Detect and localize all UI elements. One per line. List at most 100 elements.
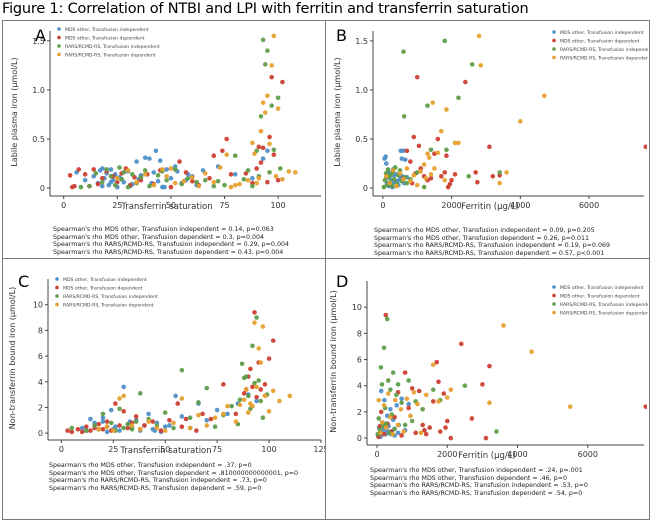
data-point-rars-ti: [162, 410, 168, 415]
data-point-mds-ti: [395, 430, 401, 436]
data-point-rars-td: [138, 426, 143, 432]
data-point-rars-td: [104, 424, 110, 430]
data-point-rars-ti: [93, 171, 99, 176]
data-point-mds-ti: [100, 183, 105, 189]
data-point-rars-td: [171, 420, 176, 426]
data-point-mds-ti: [399, 396, 404, 402]
stat-line: Spearman's rho RARS/RCMD-RS, Transfusion…: [53, 241, 289, 249]
data-point-mds-ti: [79, 425, 85, 431]
data-point-rars-td: [232, 182, 238, 188]
data-point-rars-td: [280, 176, 285, 182]
panel-divider-horizontal: [2, 258, 650, 259]
data-point-mds-td: [267, 134, 272, 140]
data-point-rars-td: [154, 425, 160, 431]
data-point-rars-ti: [202, 177, 208, 183]
data-point-rars-ti: [260, 415, 266, 421]
data-point-mds-td: [280, 79, 285, 85]
data-point-rars-td: [246, 410, 251, 415]
data-point-rars-ti: [196, 400, 201, 405]
x-tick-label: 0: [59, 445, 64, 454]
legend-marker: [55, 277, 59, 281]
data-point-rars-ti: [390, 370, 396, 375]
data-point-rars-td: [398, 406, 404, 412]
data-point-mds-td: [84, 424, 89, 430]
data-point-rars-ti: [277, 166, 283, 171]
data-point-mds-ti: [406, 401, 411, 407]
data-point-mds-td: [88, 428, 93, 433]
x-tick-label: 4000: [507, 450, 527, 459]
data-point-mds-ti: [232, 172, 238, 177]
data-point-rars-ti: [399, 400, 404, 406]
data-point-rars-td: [444, 107, 449, 112]
data-point-mds-td: [175, 401, 180, 406]
y-tick-label: 1.5: [32, 37, 45, 46]
data-point-rars-td: [428, 172, 434, 177]
data-point-rars-ti: [104, 167, 109, 172]
figure-title: Figure 1: Correlation of NTBI and LPI wi…: [2, 1, 529, 17]
data-point-rars-td: [430, 362, 436, 368]
data-point-rars-td: [379, 420, 385, 425]
data-point-mds-td: [643, 144, 647, 150]
legend-label: MDS other, Transfusion independent: [65, 27, 149, 33]
data-point-rars-td: [414, 182, 420, 188]
data-point-rars-td: [430, 100, 435, 105]
data-point-mds-td: [420, 422, 425, 428]
data-point-mds-td: [413, 430, 418, 436]
data-point-mds-td: [442, 170, 448, 175]
stats-block: Spearman's rho MDS other, Transfusion in…: [370, 467, 588, 497]
data-point-rars-ti: [406, 378, 411, 383]
y-tick-label: 1.0: [32, 86, 45, 95]
data-point-rars-td: [250, 403, 255, 409]
data-point-rars-td: [425, 151, 430, 157]
panel-b: B 0 2000 4000 6000 0 0.5 1.0 1.5 Ferritin (µg/L)…: [326, 21, 648, 259]
data-point-rars-td: [142, 172, 148, 177]
data-point-rars-td: [404, 396, 410, 402]
y-tick-label: 0: [363, 184, 368, 193]
data-point-rars-ti: [385, 378, 391, 383]
data-point-rars-td: [435, 150, 441, 156]
data-point-rars-td: [187, 425, 193, 431]
data-point-mds-td: [473, 170, 478, 175]
data-point-mds-td: [414, 74, 420, 80]
data-point-rars-ti: [462, 383, 468, 389]
data-point-rars-td: [411, 173, 417, 178]
data-point-rars-td: [497, 180, 502, 186]
legend-marker: [552, 47, 556, 51]
data-point-rars-ti: [384, 316, 390, 322]
data-point-rars-ti: [125, 184, 131, 190]
legend-label: RARS/RCMD-RS, Transfusion independent: [560, 302, 648, 308]
data-point-mds-td: [469, 416, 475, 421]
data-point-mds-ti: [142, 155, 148, 160]
y-tick-label: 4: [38, 378, 43, 387]
data-point-rars-td: [432, 166, 437, 171]
data-point-rars-td: [225, 403, 230, 409]
data-point-rars-td: [381, 403, 387, 408]
data-point-rars-td: [438, 128, 444, 134]
x-tick-label: 0: [374, 450, 379, 459]
data-point-mds-td: [133, 414, 139, 419]
data-point-mds-td: [427, 425, 433, 430]
data-point-mds-td: [183, 416, 189, 422]
data-point-rars-td: [211, 179, 217, 185]
data-point-mds-ti: [378, 388, 384, 394]
data-point-rars-td: [181, 178, 187, 184]
stat-line: Spearman's rho MDS other, Transfusion de…: [53, 233, 264, 241]
data-point-mds-td: [422, 427, 427, 433]
data-point-rars-td: [121, 393, 126, 399]
data-point-mds-ti: [100, 166, 105, 171]
data-point-rars-ti: [142, 168, 148, 173]
data-point-rars-ti: [262, 62, 268, 67]
legend-label: MDS other, Transfusion independent: [63, 277, 147, 283]
data-point-mds-td: [416, 388, 422, 394]
data-point-mds-td: [436, 379, 441, 385]
data-point-rars-ti: [187, 415, 193, 421]
data-point-mds-td: [411, 134, 417, 140]
data-point-rars-ti: [243, 374, 249, 379]
data-point-rars-ti: [117, 165, 122, 170]
x-axis-label: Transferrin saturation: [120, 202, 212, 212]
data-point-rars-ti: [387, 430, 392, 436]
data-point-rars-ti: [401, 114, 407, 119]
data-point-rars-td: [125, 168, 131, 173]
data-point-rars-td: [269, 63, 274, 68]
data-point-mds-td: [233, 411, 239, 417]
